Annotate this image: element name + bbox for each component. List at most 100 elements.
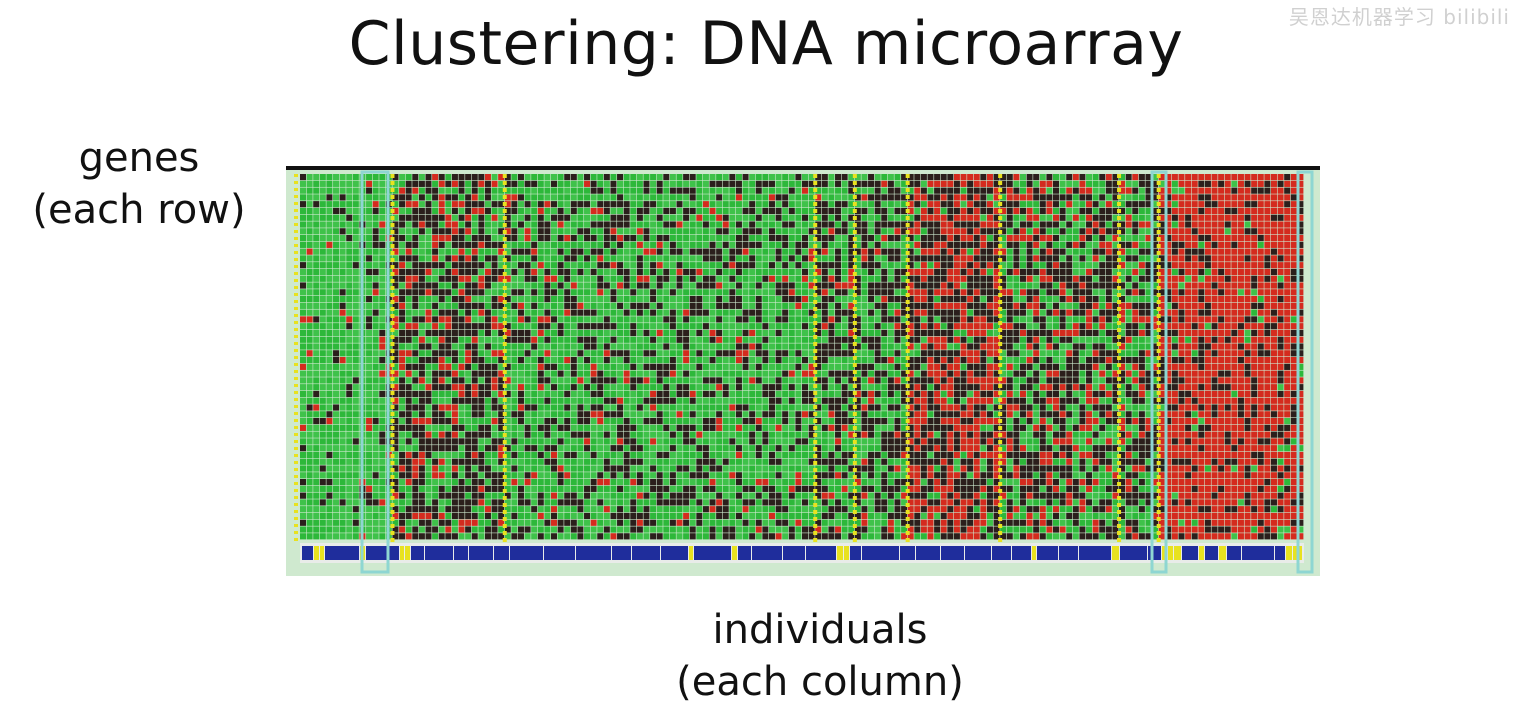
heatmap-cell <box>603 458 610 465</box>
heatmap-cell <box>399 241 406 248</box>
heatmap-cell <box>802 180 809 187</box>
heatmap-cell <box>458 451 465 459</box>
heatmap-cell <box>524 485 531 492</box>
heatmap-cell <box>709 228 716 235</box>
heatmap-cell <box>854 512 861 520</box>
heatmap-cell <box>425 370 432 377</box>
heatmap-cell <box>795 255 802 262</box>
heatmap-cell <box>676 302 683 309</box>
heatmap-cell <box>465 194 472 201</box>
heatmap-cell <box>319 499 326 506</box>
heatmap-cell <box>808 418 815 425</box>
heatmap-cell <box>848 526 855 533</box>
heatmap-cell <box>722 235 729 242</box>
heatmap-cell <box>471 377 478 384</box>
heatmap-cell <box>768 519 775 526</box>
heatmap-cell <box>524 397 531 404</box>
heatmap-cell <box>346 309 353 316</box>
heatmap-cell <box>425 418 432 425</box>
heatmap-cell <box>887 329 894 337</box>
heatmap-cell <box>418 519 425 526</box>
heatmap-cell <box>544 526 551 533</box>
heatmap-cell <box>333 499 340 506</box>
heatmap-cell <box>584 336 591 343</box>
heatmap-cell <box>854 384 861 391</box>
heatmap-cell <box>854 404 861 411</box>
heatmap-cell <box>735 424 742 431</box>
heatmap-cell <box>808 174 815 181</box>
heatmap-cell <box>689 228 696 235</box>
heatmap-cell <box>716 472 723 479</box>
heatmap-cell <box>590 255 597 262</box>
heatmap-cell <box>689 438 696 445</box>
heatmap-cell <box>709 174 716 181</box>
heatmap-cell <box>709 519 716 526</box>
heatmap-cell <box>835 255 842 262</box>
heatmap-cell <box>577 424 584 431</box>
heatmap-cell <box>848 479 855 486</box>
heatmap-cell <box>762 424 769 431</box>
heatmap-cell <box>808 275 815 282</box>
heatmap-cell <box>749 485 756 492</box>
heatmap-cell <box>749 255 756 262</box>
heatmap-cell <box>524 248 531 255</box>
heatmap-cell <box>333 479 340 486</box>
heatmap-cell <box>755 350 762 357</box>
heatmap-cell <box>775 397 782 404</box>
heatmap-cell <box>524 180 531 187</box>
heatmap-cell <box>821 390 828 398</box>
heatmap-cell <box>848 302 855 309</box>
heatmap-cell <box>465 445 472 452</box>
heatmap-cell <box>749 207 756 215</box>
heatmap-cell <box>795 316 802 323</box>
heatmap-cell <box>597 404 604 411</box>
heatmap-cell <box>405 465 412 472</box>
heatmap-cell <box>584 174 591 181</box>
heatmap-cell <box>788 472 795 479</box>
heatmap-cell <box>484 221 491 228</box>
heatmap-cell <box>868 506 875 513</box>
heatmap-cell <box>478 445 485 452</box>
heatmap-cell <box>432 445 439 452</box>
heatmap-cell <box>874 180 881 187</box>
heatmap-cell <box>815 248 822 255</box>
heatmap-cell <box>709 411 716 418</box>
heatmap-cell <box>868 492 875 499</box>
heatmap-cell <box>689 384 696 391</box>
heatmap-cell <box>735 451 742 459</box>
heatmap-cell <box>451 268 458 276</box>
heatmap-cell <box>821 479 828 486</box>
heatmap-cell <box>484 187 491 194</box>
heatmap-cell <box>511 194 518 201</box>
heatmap-cell <box>445 235 452 242</box>
heatmap-cell <box>570 397 577 404</box>
heatmap-cell <box>590 180 597 187</box>
heatmap-cell <box>405 241 412 248</box>
heatmap-cell <box>815 472 822 479</box>
heatmap-cell <box>755 214 762 221</box>
heatmap-cell <box>636 296 643 303</box>
heatmap-cell <box>366 431 373 438</box>
heatmap-cell <box>537 479 544 486</box>
heatmap-cell <box>821 336 828 343</box>
heatmap-cell <box>399 289 406 296</box>
heatmap-cell <box>491 418 498 425</box>
heatmap-cell <box>901 431 908 438</box>
heatmap-cell <box>333 363 340 370</box>
heatmap-cell <box>841 262 848 269</box>
heatmap-cell <box>795 424 802 431</box>
heatmap-cell <box>405 201 412 208</box>
heatmap-cell <box>498 438 505 445</box>
heatmap-cell <box>617 194 624 201</box>
heatmap-cell <box>861 255 868 262</box>
heatmap-cell <box>716 492 723 499</box>
heatmap-cell <box>768 336 775 343</box>
heatmap-cell <box>802 255 809 262</box>
heatmap-cell <box>339 350 346 357</box>
heatmap-cell <box>471 336 478 343</box>
heatmap-cell <box>465 357 472 364</box>
heatmap-cell <box>650 479 657 486</box>
heatmap-cell <box>788 384 795 391</box>
heatmap-cell <box>511 363 518 370</box>
heatmap-cell <box>557 241 564 248</box>
